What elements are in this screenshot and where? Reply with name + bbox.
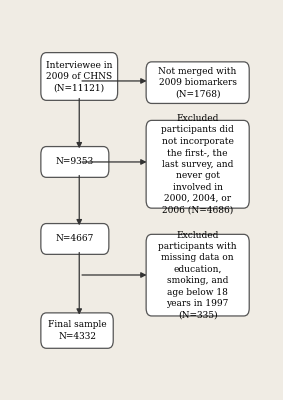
FancyBboxPatch shape — [41, 53, 118, 100]
Text: Not merged with
2009 biomarkers
(N=1768): Not merged with 2009 biomarkers (N=1768) — [158, 67, 237, 99]
FancyBboxPatch shape — [41, 146, 109, 177]
Text: Interviewee in
2009 of CHNS
(N=11121): Interviewee in 2009 of CHNS (N=11121) — [46, 60, 112, 92]
Text: Excluded
participants with
missing data on
education,
smoking, and
age below 18
: Excluded participants with missing data … — [158, 230, 237, 320]
Text: Final sample
N=4332: Final sample N=4332 — [48, 320, 106, 341]
Text: N=4667: N=4667 — [56, 234, 94, 244]
Text: Excluded
participants did
not incorporate
the first-, the
last survey, and
never: Excluded participants did not incorporat… — [161, 114, 234, 214]
FancyBboxPatch shape — [41, 313, 113, 348]
Text: N=9353: N=9353 — [56, 158, 94, 166]
FancyBboxPatch shape — [146, 234, 249, 316]
FancyBboxPatch shape — [41, 224, 109, 254]
FancyBboxPatch shape — [146, 120, 249, 208]
FancyBboxPatch shape — [146, 62, 249, 104]
